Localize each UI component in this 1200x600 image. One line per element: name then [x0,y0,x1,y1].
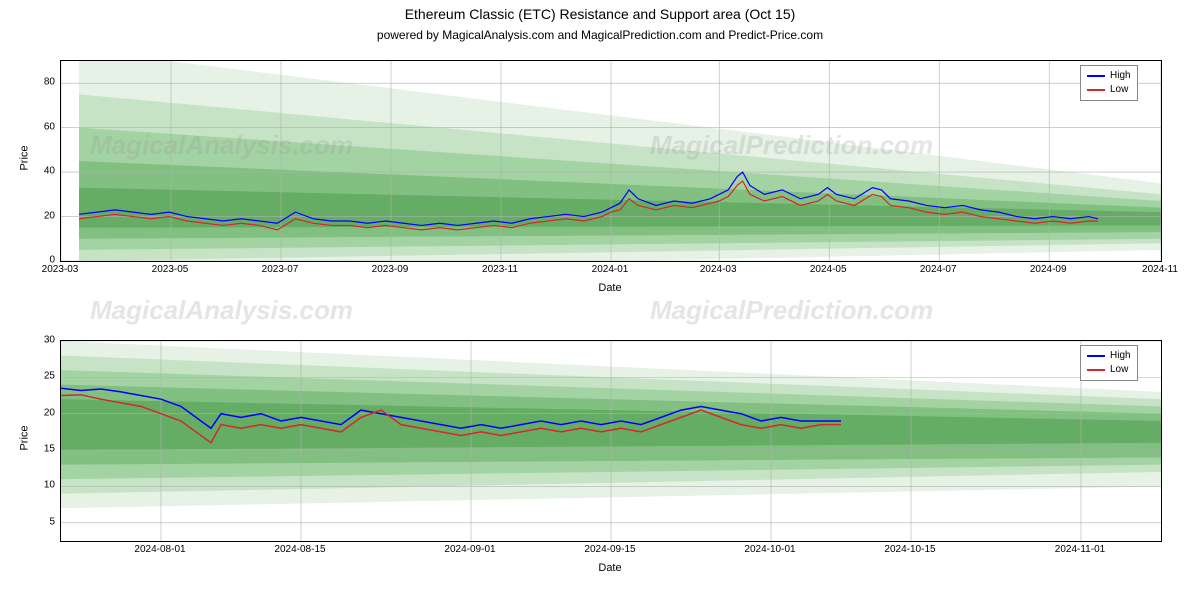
legend-swatch [1087,75,1105,77]
legend-item: High [1087,349,1131,363]
legend-label: Low [1110,83,1128,97]
y-tick-label: 30 [25,335,55,346]
x-tick-label: 2024-10-01 [744,544,795,555]
x-tick-label: 2024-09-01 [444,544,495,555]
y-tick-label: 5 [25,516,55,527]
legend-label: Low [1110,363,1128,377]
x-tick-label: 2024-09 [1030,264,1067,275]
chart-container: Ethereum Classic (ETC) Resistance and Su… [0,0,1200,600]
x-tick-label: 2024-10-15 [884,544,935,555]
x-tick-label: 2024-07 [920,264,957,275]
y-tick-label: 25 [25,371,55,382]
x-tick-label: 2024-08-01 [134,544,185,555]
x-tick-label: 2024-05 [810,264,847,275]
bottom-chart [60,340,1162,542]
bottom-chart-ylabel: Price [19,425,31,450]
bottom-chart-legend: HighLow [1080,345,1138,381]
legend-item: Low [1087,363,1131,377]
y-tick-label: 20 [25,210,55,221]
x-tick-label: 2023-07 [262,264,299,275]
y-tick-label: 80 [25,77,55,88]
y-tick-label: 20 [25,407,55,418]
legend-label: High [1110,69,1131,83]
legend-swatch [1087,355,1105,357]
watermark-text: MagicalPrediction.com [650,295,933,326]
x-tick-label: 2024-09-15 [584,544,635,555]
bottom-chart-xlabel: Date [60,562,1160,574]
legend-item: High [1087,69,1131,83]
x-tick-label: 2023-05 [152,264,189,275]
x-tick-label: 2024-08-15 [274,544,325,555]
legend-swatch [1087,369,1105,371]
y-tick-label: 60 [25,121,55,132]
x-tick-label: 2024-11 [1142,264,1178,275]
x-tick-label: 2024-11-01 [1055,544,1105,555]
legend-label: High [1110,349,1131,363]
top-chart-ylabel: Price [19,145,31,170]
x-tick-label: 2023-11 [482,264,518,275]
legend-item: Low [1087,83,1131,97]
top-chart-xlabel: Date [60,282,1160,294]
x-tick-label: 2023-03 [42,264,79,275]
top-chart-legend: HighLow [1080,65,1138,101]
chart-subtitle: powered by MagicalAnalysis.com and Magic… [0,28,1200,42]
legend-swatch [1087,89,1105,91]
chart-title: Ethereum Classic (ETC) Resistance and Su… [0,6,1200,22]
x-tick-label: 2024-03 [700,264,737,275]
x-tick-label: 2024-01 [592,264,629,275]
y-tick-label: 10 [25,480,55,491]
top-chart [60,60,1162,262]
watermark-text: MagicalAnalysis.com [90,295,353,326]
x-tick-label: 2023-09 [372,264,409,275]
